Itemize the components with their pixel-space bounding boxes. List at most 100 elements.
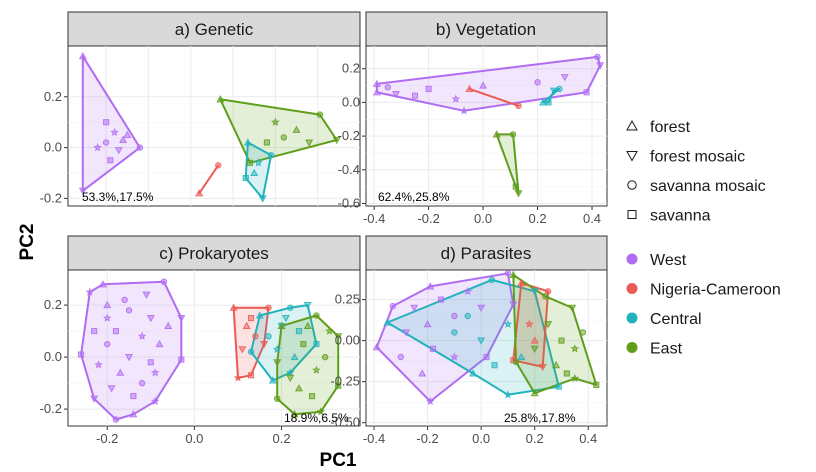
- data-point-west: [372, 79, 381, 87]
- legend-label-shape: savanna mosaic: [650, 178, 766, 195]
- y-tick-label: 0.0: [44, 140, 62, 155]
- data-point-nigeria-cameroon: [238, 346, 247, 354]
- data-point-west: [116, 368, 125, 376]
- data-point-nigeria-cameroon: [544, 288, 552, 295]
- data-point-west: [402, 329, 411, 337]
- data-point-central: [303, 302, 312, 310]
- data-point-west: [450, 352, 459, 361]
- x-tick-label: -0.2: [416, 431, 438, 446]
- data-point-east: [263, 139, 270, 146]
- data-point-east: [290, 410, 299, 418]
- data-point-west: [125, 307, 133, 314]
- data-point-east: [312, 365, 321, 374]
- data-point-west: [142, 291, 151, 299]
- data-point-east: [216, 95, 225, 103]
- data-point-west: [418, 369, 427, 377]
- data-point-west: [110, 127, 119, 136]
- data-point-west: [425, 85, 432, 93]
- y-tick-label: 0.25: [335, 292, 360, 307]
- data-point-central: [265, 333, 272, 340]
- data-point-central: [287, 304, 294, 311]
- data-point-west: [459, 106, 469, 115]
- data-point-west: [112, 416, 120, 423]
- data-point-nigeria-cameroon: [229, 303, 238, 311]
- panel-title-parasites: d) Parasites: [441, 244, 532, 263]
- data-point-nigeria-cameroon: [195, 189, 204, 197]
- legend-shape-triangle-down: [626, 151, 638, 162]
- data-point-west: [451, 94, 461, 103]
- hull-east: [512, 273, 598, 395]
- legend-label-group: East: [650, 341, 683, 358]
- data-point-central: [254, 158, 263, 167]
- data-point-west: [150, 396, 160, 405]
- data-point-west: [124, 354, 134, 362]
- y-tick-label: 0.2: [342, 61, 360, 76]
- y-tick-label: 0.2: [44, 89, 62, 104]
- data-point-east: [300, 341, 307, 348]
- data-point-west: [389, 302, 396, 310]
- y-tick-label: -0.25: [330, 374, 360, 389]
- data-point-west: [410, 304, 419, 312]
- legend-swatch-nigeria-cameroon: [626, 283, 638, 294]
- data-point-east: [552, 361, 561, 369]
- y-tick-label: 0.0: [44, 349, 62, 364]
- data-point-central: [247, 348, 255, 356]
- data-point-west: [164, 321, 173, 329]
- x-tick-label: 0.0: [472, 431, 490, 446]
- data-point-east: [316, 111, 324, 118]
- strip-parasites: [365, 235, 608, 271]
- data-point-east: [544, 321, 553, 329]
- y-tick-label: -0.2: [40, 190, 62, 205]
- data-point-central: [242, 175, 249, 182]
- data-point-west: [583, 89, 590, 96]
- data-point-east: [332, 136, 341, 145]
- data-point-nigeria-cameroon: [517, 278, 526, 287]
- data-point-west: [129, 410, 138, 418]
- data-point-central: [383, 318, 392, 326]
- data-point-west: [509, 301, 518, 309]
- x-tick-label: 0.4: [583, 211, 601, 226]
- y-tick-label: -0.6: [338, 195, 360, 210]
- variance-annotation-parasites: 25.8%,17.8%: [504, 411, 576, 425]
- y-tick-label: 0.2: [44, 297, 62, 312]
- legend: forest forest mosaic savanna mosaic savanna…: [626, 119, 781, 358]
- data-point-central: [503, 390, 513, 399]
- x-tick-label: -0.2: [96, 431, 118, 446]
- data-point-nigeria-cameroon: [538, 363, 547, 372]
- panel-genetic: a) Genetic -0.2 0.0 0.2 53.3%,17.5%: [40, 11, 361, 207]
- data-point-west: [560, 74, 569, 82]
- variance-annotation-vegetation: 62.4%,25.8%: [378, 190, 450, 204]
- data-point-east: [280, 134, 288, 141]
- data-point-west: [102, 139, 110, 146]
- data-point-central: [255, 311, 264, 319]
- data-point-west: [411, 92, 419, 99]
- data-point-east: [308, 393, 316, 400]
- data-point-east: [542, 293, 549, 300]
- data-point-east: [246, 159, 254, 166]
- data-point-central: [538, 98, 548, 106]
- data-point-west: [138, 379, 146, 387]
- data-point-west: [136, 144, 144, 151]
- x-tick-label: 0.4: [579, 431, 597, 446]
- data-point-west: [425, 396, 435, 406]
- y-tick-label: -0.4: [338, 162, 360, 177]
- data-point-west: [391, 90, 401, 99]
- data-point-west: [118, 135, 128, 144]
- data-point-central: [556, 85, 563, 93]
- data-point-central: [469, 369, 478, 377]
- panel-title-genetic: a) Genetic: [175, 20, 254, 39]
- data-point-west: [104, 340, 111, 348]
- data-point-west: [91, 328, 98, 335]
- data-point-nigeria-cameroon: [247, 315, 255, 322]
- x-tick-label: 0.0: [474, 211, 492, 226]
- x-tick-label: 0.2: [529, 211, 547, 226]
- data-point-east: [509, 131, 517, 138]
- data-point-east: [568, 304, 577, 312]
- data-point-west: [147, 359, 154, 366]
- data-point-east: [313, 312, 320, 319]
- legend-label-shape: forest mosaic: [650, 149, 745, 166]
- data-point-central: [267, 151, 275, 159]
- data-point-central: [272, 344, 282, 353]
- data-point-nigeria-cameroon: [233, 373, 243, 382]
- data-point-central: [281, 315, 290, 323]
